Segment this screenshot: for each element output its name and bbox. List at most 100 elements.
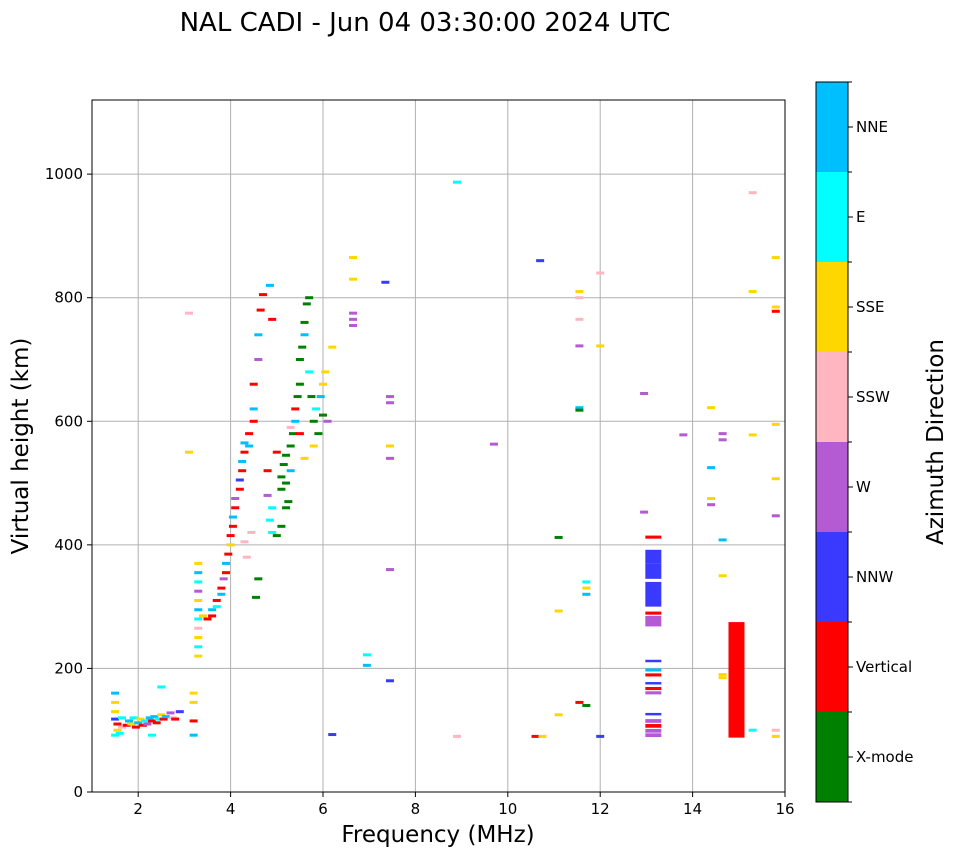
colorbar-segment — [816, 352, 848, 442]
echo-point — [252, 595, 261, 599]
echo-point — [185, 450, 194, 454]
y-tick-label: 200 — [54, 659, 83, 677]
echo-point — [718, 538, 727, 542]
echo-point — [295, 432, 304, 436]
echo-point — [217, 592, 226, 596]
echo-point — [194, 580, 203, 584]
x-tick-label: 16 — [775, 800, 794, 818]
echo-point — [385, 444, 394, 448]
echo-point — [157, 685, 166, 689]
echo-point — [282, 481, 291, 485]
colorbar-label: Azimuth Direction — [923, 339, 949, 545]
echo-point — [118, 725, 127, 729]
chart-title: NAL CADI - Jun 04 03:30:00 2024 UTC — [180, 8, 671, 38]
echo-point — [319, 413, 327, 417]
echo-point — [245, 444, 254, 448]
y-axis-label: Virtual height (km) — [8, 338, 34, 555]
echo-point — [208, 614, 217, 618]
echo-bar — [645, 712, 662, 716]
echo-point — [245, 432, 254, 436]
echo-point — [771, 256, 780, 260]
x-tick-label: 14 — [683, 800, 702, 818]
x-axis-label: Frequency (MHz) — [341, 822, 534, 848]
echo-bar — [645, 724, 662, 728]
colorbar-segment — [816, 262, 848, 352]
echo-point — [381, 280, 390, 284]
echo-point — [212, 605, 221, 609]
echo-point — [489, 442, 498, 446]
echo-bar — [645, 659, 662, 663]
colorbar-segment — [816, 82, 848, 172]
echo-point — [217, 586, 226, 590]
echo-point — [145, 716, 154, 720]
echo-point — [113, 722, 122, 726]
echo-point — [321, 370, 330, 374]
colorbar-segment — [816, 622, 848, 712]
echo-point — [575, 290, 584, 294]
echo-point — [228, 524, 237, 528]
colorbar-tick-label: SSE — [856, 298, 885, 316]
echo-point — [718, 676, 727, 680]
echo-point — [314, 432, 323, 436]
echo-bar — [645, 691, 662, 695]
echo-point — [268, 506, 277, 510]
colorbar-tick-label: NNW — [856, 568, 893, 586]
echo-point — [208, 608, 217, 612]
echo-point — [134, 721, 143, 725]
echo-point — [249, 419, 258, 423]
echo-point — [286, 425, 295, 429]
colorbar-segment — [816, 532, 848, 622]
colorbar-segment — [816, 712, 848, 802]
echo-point — [194, 626, 203, 630]
echo-point — [328, 733, 337, 737]
colorbar-tick-label: NNE — [856, 118, 888, 136]
echo-point — [265, 518, 274, 522]
echo-point — [238, 459, 247, 463]
echo-point — [235, 478, 244, 482]
echo-point — [189, 691, 198, 695]
echo-point — [171, 717, 180, 721]
echo-point — [131, 725, 140, 729]
echo-point — [554, 535, 563, 539]
echo-point — [254, 577, 263, 581]
echo-point — [115, 731, 124, 735]
echo-point — [277, 475, 286, 479]
echo-point — [111, 733, 120, 737]
echo-point — [122, 723, 131, 727]
x-tick-label: 4 — [226, 800, 236, 818]
echo-point — [143, 722, 152, 726]
echo-point — [157, 713, 166, 717]
echo-point — [771, 422, 780, 426]
echo-point — [194, 598, 203, 602]
echo-point — [319, 382, 327, 386]
echo-point — [349, 324, 358, 328]
echo-point — [362, 653, 371, 657]
echo-point — [254, 358, 263, 361]
echo-point — [300, 333, 309, 337]
echo-point — [194, 561, 203, 565]
echo-point — [707, 497, 716, 501]
echo-point — [242, 555, 251, 559]
echo-point — [385, 395, 394, 399]
echo-point — [640, 510, 649, 514]
plot-frame — [91, 99, 786, 793]
echo-point — [136, 717, 145, 721]
echo-point — [221, 571, 230, 575]
echo-point — [582, 580, 591, 584]
echo-point — [349, 277, 358, 281]
echo-bar — [645, 611, 662, 615]
echo-point — [748, 290, 757, 294]
echo-point — [231, 506, 240, 510]
echo-point — [748, 433, 757, 437]
echo-point — [323, 419, 332, 423]
echo-point — [718, 432, 727, 436]
echo-point — [536, 259, 545, 263]
echo-point — [554, 713, 563, 717]
y-axis-ticks: 0 200 400 600 800 1000 — [45, 165, 92, 801]
echo-point — [748, 191, 757, 195]
echo-point — [575, 700, 584, 704]
echo-point — [312, 407, 321, 411]
echo-point — [111, 717, 120, 721]
echo-point — [249, 382, 258, 386]
